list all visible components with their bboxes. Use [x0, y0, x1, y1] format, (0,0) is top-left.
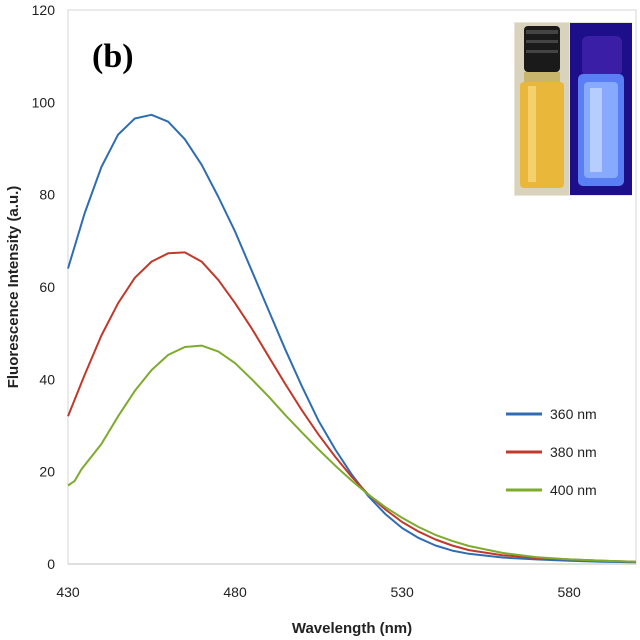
- y-tick-label: 40: [39, 371, 55, 387]
- y-tick-label: 80: [39, 187, 55, 203]
- legend-label: 400 nm: [550, 482, 597, 498]
- x-axis-title: Wavelength (nm): [292, 620, 412, 637]
- series-line-360-nm: [67, 113, 637, 564]
- y-axis-title: Fluorescence Intensity (a.u.): [5, 186, 22, 389]
- x-tick-label: 530: [390, 584, 414, 600]
- uv-vial-icon: [570, 23, 632, 195]
- y-tick-label: 60: [39, 279, 55, 295]
- y-axis-ticks: 0 20 40 60 80 100 120: [32, 2, 56, 572]
- y-tick-label: 120: [32, 2, 56, 18]
- x-tick-label: 580: [557, 584, 581, 600]
- legend-label: 380 nm: [550, 444, 597, 460]
- y-tick-label: 0: [47, 556, 55, 572]
- panel-label: (b): [92, 38, 134, 75]
- y-tick-label: 20: [39, 464, 55, 480]
- series-lines: [67, 113, 637, 564]
- y-tick-label: 100: [32, 94, 56, 110]
- inset-vial-photo: [514, 22, 632, 196]
- daylight-vial-icon: [515, 23, 569, 195]
- legend-label: 360 nm: [550, 406, 597, 422]
- series-line-400-nm: [67, 344, 637, 563]
- series-line-380-nm: [67, 251, 637, 563]
- x-tick-label: 430: [56, 584, 80, 600]
- legend: 360 nm 380 nm 400 nm: [506, 406, 597, 498]
- x-tick-label: 480: [223, 584, 247, 600]
- x-axis-ticks: 430 480 530 580: [56, 584, 581, 600]
